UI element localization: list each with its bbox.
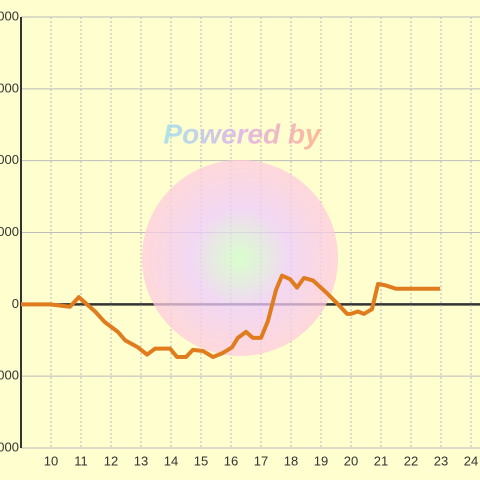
x-tick-label: 18: [284, 453, 298, 468]
x-tick-label: 11: [74, 453, 88, 468]
x-tick-label: 21: [374, 453, 388, 468]
x-tick-label: 22: [404, 453, 418, 468]
y-tick-label: -3,000: [0, 368, 19, 383]
x-tick-label: 14: [164, 453, 178, 468]
series-line: [21, 273, 441, 360]
x-tick-label: 15: [194, 453, 208, 468]
watermark: Powered by: [163, 118, 322, 149]
x-tick-label: 24: [464, 453, 478, 468]
y-tick-label: 3,000: [0, 224, 19, 239]
y-tick-label: 0: [12, 296, 19, 311]
x-tick-label: 10: [44, 453, 58, 468]
x-tick-label: 12: [104, 453, 118, 468]
watermark-logo: [142, 160, 338, 356]
y-tick-label: 6,000: [0, 152, 19, 167]
y-tick-label: 12,000: [0, 8, 19, 23]
x-tick-label: 19: [314, 453, 328, 468]
x-tick-label: 20: [344, 453, 358, 468]
y-tick-label: -6,000: [0, 439, 19, 454]
y-tick-label: 9,000: [0, 80, 19, 95]
x-tick-label: 13: [134, 453, 148, 468]
x-tick-label: 17: [254, 453, 268, 468]
x-tick-label: 23: [434, 453, 448, 468]
x-tick-label: 16: [224, 453, 238, 468]
